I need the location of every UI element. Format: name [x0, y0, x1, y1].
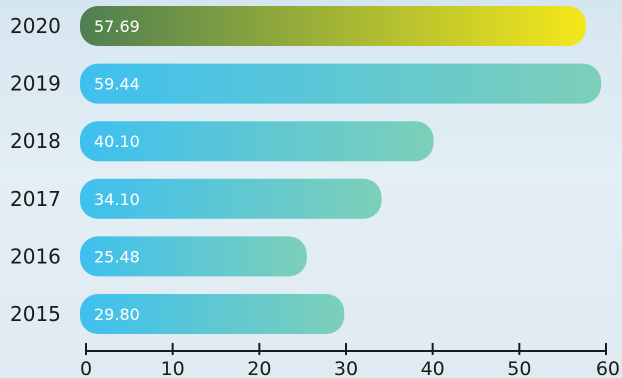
x-tick-label-50: 50 [507, 358, 531, 378]
bar-2017 [80, 178, 382, 219]
x-tick-label-0: 0 [80, 358, 92, 378]
x-tick-label-30: 30 [334, 358, 358, 378]
value-label-2017: 34.10 [94, 190, 140, 209]
x-tick-label-10: 10 [161, 358, 185, 378]
bar-2015 [80, 294, 345, 334]
bar-2019 [80, 63, 602, 104]
bar-2018 [80, 121, 434, 162]
bar-2016 [80, 236, 307, 277]
value-label-2019: 59.44 [94, 75, 140, 94]
year-label-2015: 2015 [10, 302, 61, 326]
x-tick-label-40: 40 [421, 358, 445, 378]
value-label-2016: 25.48 [94, 247, 140, 266]
value-label-2020: 57.69 [94, 17, 140, 36]
value-label-2018: 40.10 [94, 132, 140, 151]
x-tick-label-20: 20 [247, 358, 271, 378]
value-label-2015: 29.80 [94, 305, 140, 324]
year-label-2019: 2019 [10, 72, 61, 96]
bar-2020 [80, 6, 586, 46]
bars-group: 2020 57.69 2019 59.44 2018 40.10 2017 34.10 2016… [10, 6, 602, 334]
year-label-2016: 2016 [10, 244, 61, 268]
year-label-2018: 2018 [10, 129, 61, 153]
year-label-2020: 2020 [10, 14, 61, 38]
x-tick-label-60: 60 [596, 358, 620, 378]
x-axis: 0 10 20 30 40 50 60 [80, 343, 620, 378]
year-label-2017: 2017 [10, 187, 61, 211]
